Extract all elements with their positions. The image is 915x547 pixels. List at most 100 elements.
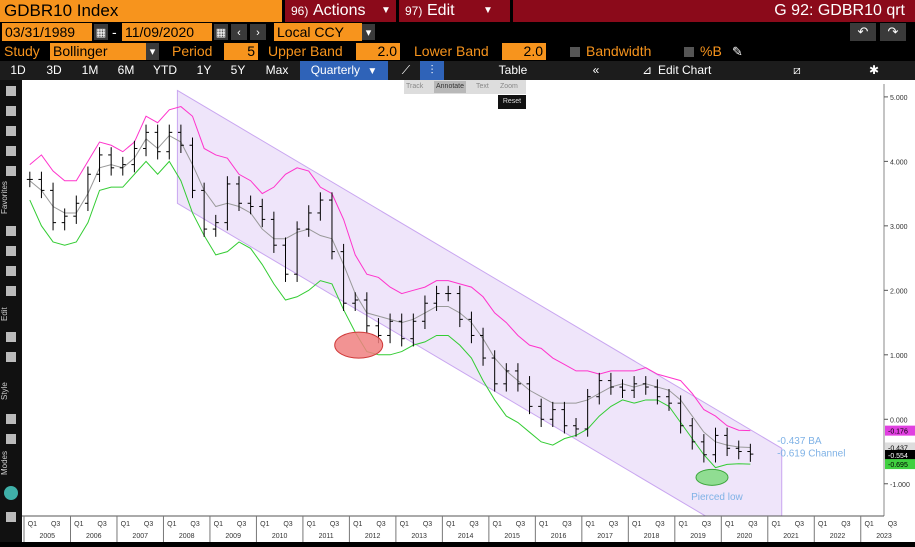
collapse-icon[interactable]: « <box>592 63 600 77</box>
fib-tool-icon[interactable] <box>6 286 16 296</box>
chart-area[interactable]: 5.000 4.000 3.000 2.000 1.000 0.000 -1.000 Q1 Q3… <box>22 80 915 547</box>
period-tab-3d[interactable]: 3D <box>46 63 62 77</box>
text-tool[interactable]: Text <box>476 83 489 90</box>
start-date-field[interactable]: 03/31/1989 <box>2 23 92 41</box>
mode-icon[interactable] <box>4 486 18 500</box>
calendar-icon[interactable]: ▦ <box>214 24 228 40</box>
x-year-label: 2014 <box>458 533 474 540</box>
undo-icon[interactable]: ↶ <box>850 23 876 41</box>
y-tick-label: -1.000 <box>890 482 910 489</box>
x-quarter-label: Q1 <box>353 521 362 528</box>
function-title-bar: G 92: GDBR10 qrt <box>513 0 915 22</box>
value-tag <box>885 459 915 470</box>
color-icon[interactable] <box>6 414 16 424</box>
title-bar: GDBR10 Index 96) Actions ▼ 97) Edit ▼ G … <box>0 0 915 22</box>
period-tab-1d[interactable]: 1D <box>10 63 26 77</box>
value-tag-label: -0.437 <box>888 445 908 452</box>
x-quarter-label: Q3 <box>376 521 385 528</box>
edit-menu[interactable]: 97) Edit ▼ <box>399 0 510 22</box>
y-tick-label: 0.000 <box>890 417 908 424</box>
bandwidth-checkbox[interactable] <box>570 47 580 57</box>
period-tab-1m[interactable]: 1M <box>81 63 99 77</box>
chevron-down-icon: ▼ <box>483 5 493 16</box>
x-quarter-label: Q3 <box>609 521 618 528</box>
table-button[interactable]: Table <box>498 63 528 77</box>
y-tick-label: 2.000 <box>890 288 908 295</box>
bar-chart-icon[interactable]: ⫶ <box>420 61 444 80</box>
channel-tool-icon[interactable] <box>6 266 16 276</box>
text-icon[interactable] <box>6 166 16 176</box>
period-field[interactable]: 5 <box>224 43 258 60</box>
x-quarter-label: Q1 <box>121 521 130 528</box>
study-select[interactable]: Bollinger <box>50 43 146 60</box>
x-quarter-label: Q1 <box>818 521 827 528</box>
x-quarter-label: Q1 <box>446 521 455 528</box>
trend-channel <box>176 89 783 547</box>
delete-icon[interactable] <box>6 352 16 362</box>
x-quarter-label: Q1 <box>864 521 873 528</box>
weight-icon[interactable] <box>6 434 16 444</box>
x-quarter-label: Q3 <box>330 521 339 528</box>
chevron-down-icon[interactable]: ▾ <box>362 24 375 40</box>
date-range-bar: 03/31/1989 ▦ - 11/09/2020 ▦ ‹ › Local CC… <box>0 22 915 42</box>
period-tab-6m[interactable]: 6M <box>117 63 135 77</box>
crosshair-icon[interactable] <box>6 106 16 116</box>
period-tab-5y[interactable]: 5Y <box>230 63 246 77</box>
end-date-field[interactable]: 11/09/2020 <box>122 23 212 41</box>
frequency-select[interactable]: Quarterly ▼ <box>300 61 388 80</box>
period-tab-1y[interactable]: 1Y <box>196 63 212 77</box>
previous-arrow-icon[interactable]: ‹ <box>231 24 247 40</box>
next-arrow-icon[interactable]: › <box>250 24 266 40</box>
ticker-field[interactable]: GDBR10 Index <box>0 0 282 22</box>
x-quarter-label: Q3 <box>97 521 106 528</box>
value-tag <box>885 425 915 436</box>
annotation-channel: -0.619 Channel <box>777 449 845 460</box>
chevron-down-icon[interactable]: ▾ <box>146 43 159 60</box>
x-quarter-label: Q3 <box>283 521 292 528</box>
x-quarter-label: Q1 <box>28 521 37 528</box>
zoom-tool[interactable]: Zoom <box>500 83 518 90</box>
ray-tool-icon[interactable] <box>6 246 16 256</box>
pencil-icon[interactable]: ✎ <box>732 44 743 59</box>
side-toolbar: Favorites Edit Style Modes <box>0 80 22 542</box>
value-tag-label: -0.695 <box>888 462 908 469</box>
upper-band-field[interactable]: 2.0 <box>356 43 400 60</box>
bar-icon[interactable] <box>6 146 16 156</box>
style-side-label: Style <box>0 382 9 400</box>
line-tool-icon[interactable] <box>6 226 16 236</box>
date-separator: - <box>112 24 117 40</box>
edit-side-label: Edit <box>0 307 9 321</box>
x-year-label: 2017 <box>597 533 613 540</box>
x-year-label: 2012 <box>365 533 381 540</box>
x-quarter-label: Q3 <box>190 521 199 528</box>
calendar-icon[interactable]: ▦ <box>94 24 108 40</box>
lower-band-field[interactable]: 2.0 <box>502 43 546 60</box>
period-tab-ytd[interactable]: YTD <box>153 63 177 77</box>
actions-menu[interactable]: 96) Actions ▼ <box>285 0 396 22</box>
x-quarter-label: Q3 <box>841 521 850 528</box>
edit-chart-icon: ⊿ <box>641 63 653 77</box>
gear-icon[interactable]: ✱ <box>868 63 880 77</box>
shape-tool-icon[interactable] <box>6 332 16 342</box>
cursor-icon[interactable] <box>6 86 16 96</box>
reset-button[interactable]: Reset <box>498 95 526 109</box>
period-tab-max[interactable]: Max <box>265 63 289 77</box>
value-tag <box>885 450 915 461</box>
ticker-text: GDBR10 Index <box>4 1 119 20</box>
y-tick-label: 4.000 <box>890 159 908 166</box>
annotation-ba: -0.437 BA <box>777 436 822 447</box>
track-tool[interactable]: Track <box>406 83 424 90</box>
line-chart-icon[interactable]: ⟋ <box>401 63 411 77</box>
settings-icon[interactable] <box>6 512 16 522</box>
annotate-icon[interactable] <box>6 126 16 136</box>
price-chart[interactable]: 5.000 4.000 3.000 2.000 1.000 0.000 -1.000 Q1 Q3… <box>22 80 915 547</box>
edit-chart-button[interactable]: Edit Chart <box>658 63 712 77</box>
drawing-icon[interactable]: ⧄ <box>793 63 801 77</box>
x-year-label: 2007 <box>132 533 148 540</box>
pctb-checkbox[interactable] <box>684 47 694 57</box>
x-year-label: 2015 <box>504 533 520 540</box>
currency-select[interactable]: Local CCY <box>274 23 362 41</box>
annotate-tool[interactable]: Annotate <box>434 81 467 93</box>
redo-icon[interactable]: ↷ <box>880 23 906 41</box>
x-quarter-label: Q1 <box>771 521 780 528</box>
